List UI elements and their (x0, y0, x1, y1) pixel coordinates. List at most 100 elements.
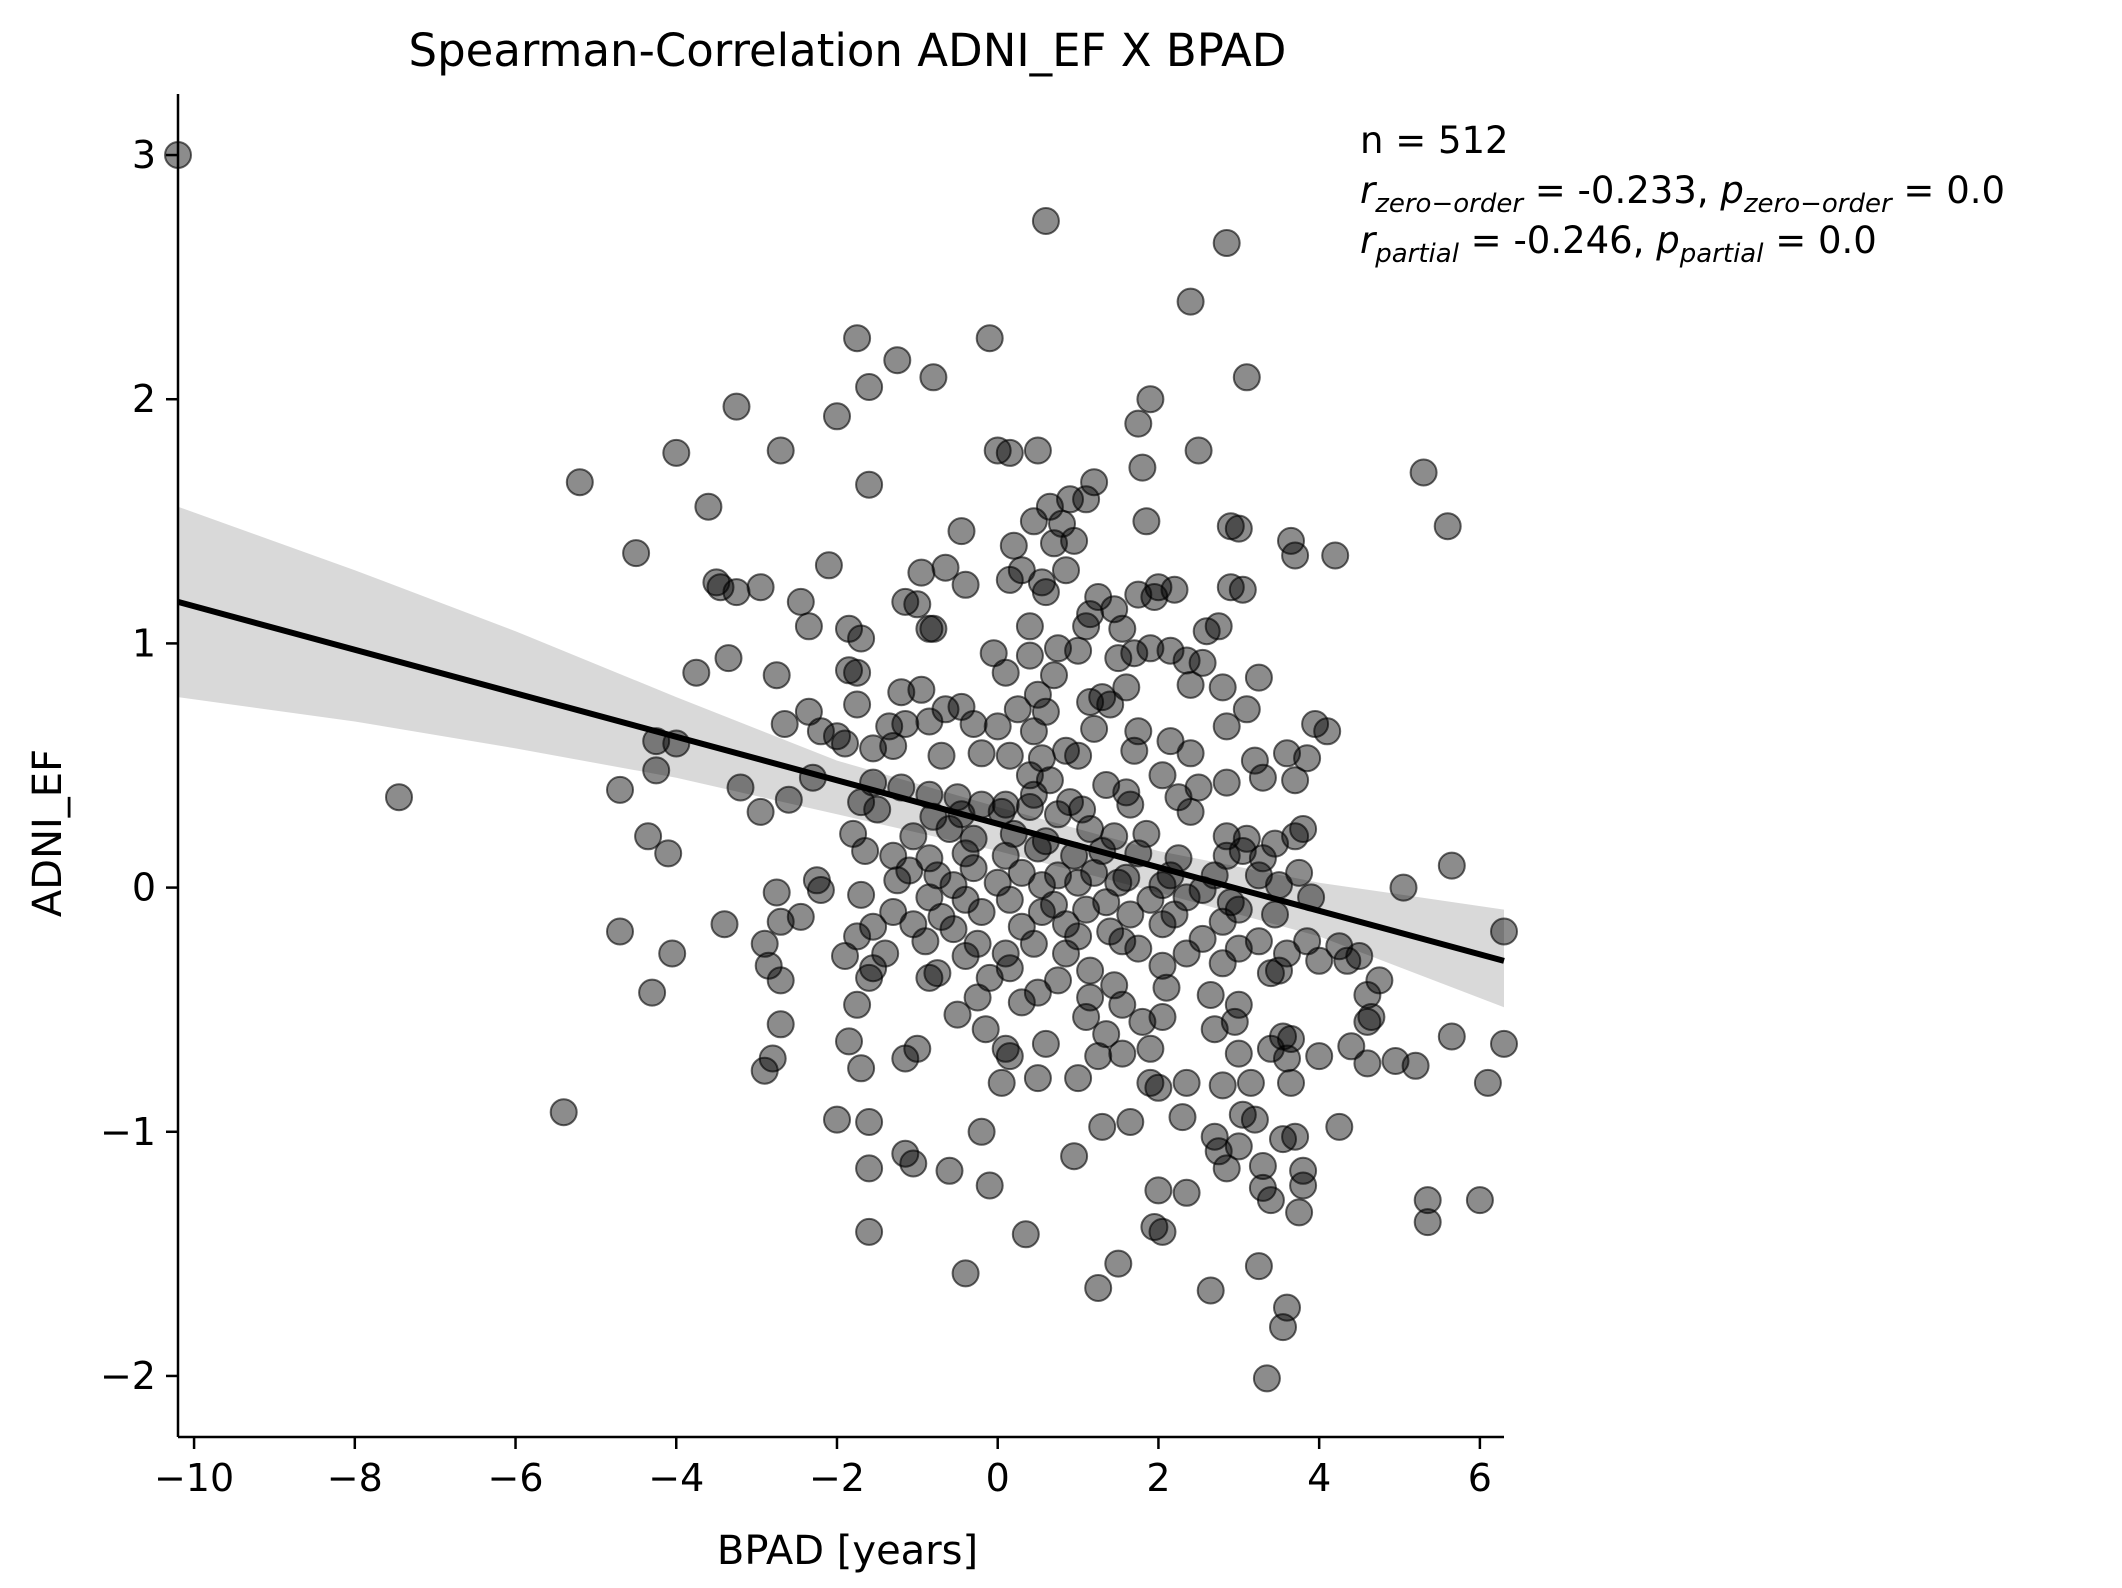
scatter-point (549, 1098, 578, 1127)
x-tick-label: 6 (1468, 1456, 1492, 1500)
scatter-point (714, 644, 743, 673)
scatter-point (1176, 670, 1205, 699)
scatter-point (750, 929, 779, 958)
scatter-point (746, 573, 775, 602)
scatter-point (967, 1117, 996, 1146)
scatter-point (967, 898, 996, 926)
scatter-point (855, 963, 884, 992)
scatter-point (1277, 1068, 1305, 1097)
scatter-point (1136, 634, 1165, 663)
scatter-point (959, 824, 988, 853)
scatter-point (991, 790, 1020, 819)
scatter-point (855, 1108, 884, 1136)
scatter-point (995, 741, 1024, 770)
scatter-point (995, 1042, 1024, 1071)
scatter-point (774, 785, 803, 814)
scatter-point (1184, 436, 1213, 465)
scatter-point (959, 710, 988, 738)
x-tick-label: −2 (809, 1456, 865, 1500)
scatter-point (1144, 1176, 1173, 1205)
scatter-point (1088, 1112, 1117, 1141)
scatter-point (1196, 981, 1225, 1009)
scatter-point (1140, 1213, 1169, 1241)
y-tick-label: 1 (132, 621, 156, 665)
scatter-point (899, 822, 928, 851)
scatter-point (847, 880, 876, 909)
scatter-point (1256, 959, 1285, 988)
scatter-point (1148, 910, 1177, 939)
x-tick-label: −4 (648, 1456, 704, 1500)
scatter-point (1007, 858, 1036, 887)
scatter-point (1273, 939, 1301, 968)
scatter-point (1256, 1186, 1285, 1215)
scatter-point (1060, 526, 1089, 555)
scatter-point (879, 898, 908, 926)
scatter-point (814, 551, 843, 580)
y-tick-label: 2 (132, 377, 156, 421)
scatter-point (1212, 768, 1241, 797)
scatter-point (1293, 744, 1322, 773)
scatter-point (1019, 717, 1048, 746)
scatter-point (1208, 907, 1237, 936)
zero-order-r-value: = -0.233, (1523, 169, 1721, 212)
scatter-point (654, 839, 683, 868)
scatter-point (766, 966, 795, 995)
scatter-point (1172, 939, 1201, 968)
scatter-point (915, 963, 944, 992)
zero-order-p-value: = 0.0 (1891, 169, 2006, 212)
scatter-point (1023, 436, 1052, 465)
scatter-point (622, 539, 651, 568)
scatter-point (1240, 1105, 1269, 1134)
scatter-point (831, 729, 859, 758)
scatter-point (1108, 990, 1137, 1019)
x-axis-label: BPAD [years] (716, 1528, 979, 1574)
scatter-point (726, 773, 755, 802)
scatter-point (1269, 1313, 1297, 1342)
scatter-point (1281, 1122, 1310, 1151)
zero-order-stats: rzero−order = -0.233, pzero−order = 0.0 (1360, 166, 2006, 217)
scatter-point (975, 1171, 1004, 1200)
regression-line-layer (177, 599, 1505, 964)
scatter-point (863, 795, 892, 824)
scatter-point (806, 876, 835, 904)
scatter-point (935, 1156, 964, 1185)
scatter-point (1224, 514, 1253, 543)
scatter-point (1064, 636, 1093, 665)
scatter-point (1084, 1274, 1113, 1302)
scatter-point (1108, 614, 1137, 643)
scatter-point (1072, 1003, 1101, 1031)
scatter-point (694, 492, 723, 521)
scatter-point (847, 624, 876, 653)
scatter-point (1232, 695, 1261, 724)
scatter-point (847, 1054, 876, 1083)
scatter-point (907, 675, 936, 704)
scatter-point (1208, 949, 1237, 978)
scatter-point (786, 902, 815, 931)
scatter-point (1248, 844, 1277, 873)
scatter-point (1084, 1042, 1113, 1071)
scatter-point (1188, 648, 1217, 677)
scatter-point (1337, 1032, 1366, 1061)
scatter-point (1015, 612, 1044, 641)
scatter-point (1027, 898, 1056, 926)
partial-p-subscript: partial (1679, 239, 1764, 269)
scatter-point (991, 658, 1020, 687)
scatter-point (1240, 746, 1269, 775)
scatter-point (1437, 1022, 1466, 1051)
scatter-point (1289, 815, 1318, 843)
scatter-point (883, 866, 912, 895)
scatter-point (1490, 1029, 1518, 1058)
scatter-point (843, 690, 872, 719)
scatter-point (1148, 761, 1177, 790)
partial-r-subscript: partial (1375, 239, 1459, 269)
scatter-point (1052, 556, 1080, 585)
scatter-point (1007, 988, 1036, 1017)
scatter-point (1437, 851, 1466, 880)
scatter-point (1224, 1039, 1253, 1068)
scatter-point (1409, 458, 1438, 487)
scatter-point (1413, 1208, 1442, 1237)
scatter-point (1224, 1132, 1253, 1161)
scatter-point (967, 739, 996, 768)
scatter-point (855, 1154, 884, 1183)
